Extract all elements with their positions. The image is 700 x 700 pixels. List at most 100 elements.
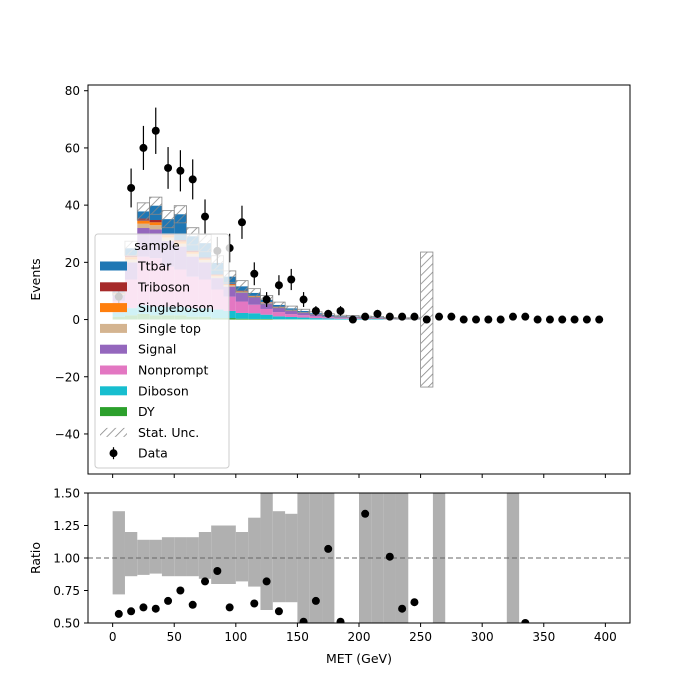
stat-unc-box: [284, 305, 298, 312]
legend-label-signal: Signal: [138, 342, 176, 357]
stat-unc-box: [297, 308, 311, 314]
legend-swatch-single-top: [100, 323, 127, 333]
main-ytick-label: −20: [55, 370, 80, 384]
bar-singleboson: [137, 220, 150, 224]
data-point: [472, 315, 481, 324]
stat-unc-box: [272, 301, 286, 309]
ratio-xtick-label: 0: [109, 630, 117, 644]
legend-label-dy: DY: [138, 404, 155, 419]
bar-triboson: [149, 220, 162, 223]
ratio-point: [299, 617, 308, 623]
ratio-unc-band: [235, 532, 249, 582]
ratio-point: [127, 607, 136, 616]
data-point: [274, 281, 283, 290]
data-point: [348, 315, 357, 324]
bar-nonprompt: [285, 314, 298, 317]
stat-unc-box: [247, 288, 261, 298]
bar-diboson: [309, 318, 323, 320]
ratio-point: [225, 603, 234, 612]
ratio-ytick-label: 0.50: [53, 617, 80, 631]
data-point: [127, 183, 136, 192]
stat-unc-box: [161, 210, 175, 229]
bar-diboson: [322, 318, 335, 320]
ratio-ytick-label: 1.50: [53, 487, 80, 501]
legend-label-data: Data: [138, 446, 168, 461]
bar-nonprompt: [334, 317, 347, 319]
ratio-unc-band: [137, 539, 150, 575]
data-point: [447, 312, 456, 321]
data-point: [484, 315, 493, 324]
legend-label-triboson: Triboson: [137, 279, 190, 294]
data-point: [533, 315, 542, 324]
data-point: [508, 312, 517, 321]
bar-signal: [272, 307, 286, 313]
legend-swatch-singleboson: [100, 303, 127, 313]
bar-dy: [248, 318, 261, 320]
bar-diboson: [223, 310, 236, 319]
bar-signal: [248, 297, 261, 305]
ratio-point: [274, 607, 283, 616]
bar-nonprompt: [260, 308, 273, 315]
legend: sample Ttbar Triboson Singleboson Single top…: [94, 233, 230, 469]
bar-signal: [235, 292, 249, 302]
data-point: [410, 312, 419, 321]
ratio-xtick-label: 400: [594, 630, 617, 644]
ratio-xtick-label: 100: [224, 630, 247, 644]
data-point: [595, 315, 604, 324]
data-point: [570, 315, 579, 324]
bar-nonprompt: [309, 316, 323, 319]
ratio-plot-area: [88, 493, 630, 623]
main-ylabel: Events: [28, 258, 43, 300]
main-ytick-label: 20: [65, 256, 80, 270]
ratio-unc-band: [272, 511, 286, 603]
ratio-xtick-label: 50: [167, 630, 182, 644]
bar-nonprompt: [235, 301, 249, 313]
ratio-unc-band: [186, 537, 199, 577]
data-point: [361, 312, 370, 321]
ratio-point: [176, 586, 185, 595]
ratio-unc-band: [112, 511, 125, 595]
data-point: [324, 309, 333, 318]
legend-box: [94, 233, 230, 469]
bar-dy: [235, 318, 249, 320]
data-point: [164, 163, 173, 172]
bar-singleboson: [223, 284, 236, 286]
bar-diboson: [285, 316, 298, 320]
data-point: [237, 218, 246, 227]
ratio-xtick-label: 150: [286, 630, 309, 644]
data-point: [336, 306, 345, 315]
data-point: [262, 295, 271, 304]
data-point: [398, 312, 407, 321]
ratio-unc-band: [248, 517, 261, 587]
data-point: [422, 315, 431, 324]
ratio-unc-band: [432, 493, 446, 623]
main-ytick-label: 0: [72, 313, 80, 327]
bar-triboson: [223, 283, 236, 285]
main-ytick-label: −40: [55, 427, 80, 441]
ratio-point: [410, 598, 419, 607]
data-point: [176, 166, 185, 175]
main-panel: −40 −20 0 20 40 60 80 Events sample Ttbar Triboson…: [28, 84, 631, 478]
ratio-ytick-label: 1.25: [53, 519, 80, 533]
ratio-xtick-label: 250: [409, 630, 432, 644]
bar-nonprompt: [371, 318, 384, 319]
bar-dy: [260, 318, 273, 320]
ratio-point: [114, 609, 123, 618]
legend-label-nonprompt: Nonprompt: [138, 363, 208, 378]
legend-label-stat-unc: Stat. Unc.: [138, 425, 199, 440]
ratio-unc-band: [174, 537, 187, 577]
legend-swatch-diboson: [100, 386, 127, 396]
ratio-point: [324, 544, 333, 553]
data-point: [496, 315, 505, 324]
data-point: [435, 312, 444, 321]
ratio-point: [385, 552, 394, 561]
bar-nonprompt: [248, 304, 261, 314]
bar-nonprompt: [297, 315, 310, 318]
ratio-point: [521, 619, 530, 623]
data-point: [250, 269, 259, 278]
bar-signal: [297, 312, 310, 316]
bar-dy: [223, 318, 236, 320]
data-point: [558, 315, 567, 324]
data-point: [311, 306, 320, 315]
